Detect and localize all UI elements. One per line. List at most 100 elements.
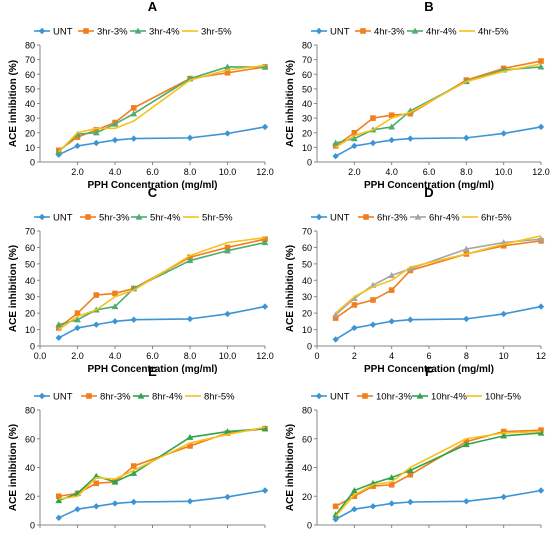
y-tick-label: 80 <box>302 41 312 51</box>
x-tick-label: 2 <box>352 351 357 361</box>
data-point <box>538 58 544 64</box>
data-point <box>351 493 358 500</box>
series-unt <box>55 303 269 341</box>
legend-label: 4hr-5% <box>478 27 509 38</box>
data-point <box>224 69 231 76</box>
legend-marker <box>38 27 46 35</box>
data-point <box>332 139 340 146</box>
data-point <box>388 318 395 325</box>
data-point <box>74 505 81 513</box>
legend-label: 3hr-4% <box>149 27 180 38</box>
data-point <box>74 310 81 316</box>
data-point <box>224 310 231 318</box>
legend-label: 8hr-3% <box>100 392 131 403</box>
y-tick-label: 50 <box>302 259 312 269</box>
series-10hr-5- <box>335 430 542 517</box>
legend-marker <box>135 213 143 220</box>
y-tick-label: 70 <box>25 227 35 237</box>
y-tick-label: 30 <box>25 114 35 124</box>
legend-item: 5hr-3% <box>80 213 130 224</box>
y-tick-label: 40 <box>302 463 312 473</box>
data-point <box>261 63 269 70</box>
data-point <box>500 310 507 318</box>
data-point <box>224 428 231 435</box>
data-point <box>224 130 231 137</box>
series-unt <box>55 487 269 522</box>
data-point <box>388 271 396 278</box>
legend-label: 4hr-4% <box>426 27 457 38</box>
y-tick-label: 50 <box>25 84 35 94</box>
data-point <box>388 500 395 507</box>
legend-label: UNT <box>53 392 73 403</box>
data-point <box>351 129 358 136</box>
legend-item: 5hr-5% <box>183 213 233 224</box>
data-point <box>351 142 358 150</box>
data-point <box>388 123 396 130</box>
series-6hr-3- <box>332 238 544 321</box>
series-line <box>58 426 266 500</box>
series-line <box>335 432 542 516</box>
data-point <box>74 134 81 140</box>
data-point <box>351 302 358 308</box>
y-tick-label: 20 <box>302 128 312 138</box>
legend-marker <box>86 393 92 399</box>
x-axis-title: PPH Concentration (mg/ml) <box>87 180 217 191</box>
legend: UNT 8hr-3% 8hr-4% 8hr-5% <box>34 392 235 403</box>
data-point <box>407 471 414 478</box>
series-6hr-5- <box>335 235 542 314</box>
x-tick-label: 0.0 <box>34 351 47 361</box>
series-line <box>58 305 266 339</box>
y-tick-label: 60 <box>25 243 35 253</box>
legend-item: UNT <box>34 392 73 403</box>
series-10hr-4- <box>332 429 545 518</box>
legend-item: 10hr-5% <box>466 392 521 403</box>
data-point <box>261 123 269 131</box>
series-line <box>335 238 542 316</box>
data-point <box>406 466 414 473</box>
x-tick-label: 4 <box>389 351 394 361</box>
legend-item: 6hr-4% <box>410 213 460 224</box>
y-tick-label: 10 <box>302 143 312 153</box>
y-tick-label: 40 <box>302 276 312 286</box>
legend-label: 3hr-3% <box>97 27 128 38</box>
legend-item: 3hr-3% <box>78 27 128 38</box>
legend-label: 6hr-5% <box>481 213 512 224</box>
legend-marker <box>411 27 419 34</box>
y-axis-title: ACE inhibition (%) <box>285 424 296 511</box>
data-point <box>537 303 545 310</box>
data-point <box>537 63 545 70</box>
legend: UNT 6hr-3% 6hr-4% 6hr-5% <box>311 213 512 224</box>
legend-label: 6hr-3% <box>377 213 408 224</box>
series-3hr-5- <box>58 64 266 153</box>
legend-label: UNT <box>53 27 73 38</box>
panel-label: D <box>424 185 433 200</box>
data-point <box>261 425 269 432</box>
data-point <box>112 290 118 297</box>
legend-label: UNT <box>330 213 350 224</box>
legend-label: 5hr-3% <box>99 213 130 224</box>
panel-label: C <box>148 185 158 200</box>
x-tick-label: 12.0 <box>256 351 274 361</box>
data-point <box>463 498 470 505</box>
y-tick-label: 0 <box>30 521 35 531</box>
legend: UNT 5hr-3% 5hr-4% 5hr-5% <box>34 213 233 224</box>
data-point <box>224 247 231 254</box>
data-point <box>93 321 100 328</box>
legend-label: 5hr-5% <box>202 213 233 224</box>
y-tick-label: 0 <box>307 521 312 531</box>
y-tick-label: 10 <box>25 325 35 335</box>
data-point <box>187 443 193 449</box>
legend-marker <box>83 28 89 34</box>
data-point <box>332 516 339 523</box>
data-point <box>500 242 507 249</box>
data-point <box>350 487 358 494</box>
x-tick-label: 0 <box>314 351 319 361</box>
data-point <box>111 478 119 485</box>
data-point <box>55 321 63 328</box>
series-line <box>335 305 542 341</box>
data-point <box>350 294 358 301</box>
series-line <box>58 236 266 331</box>
x-tick-label: 12.0 <box>256 167 274 177</box>
